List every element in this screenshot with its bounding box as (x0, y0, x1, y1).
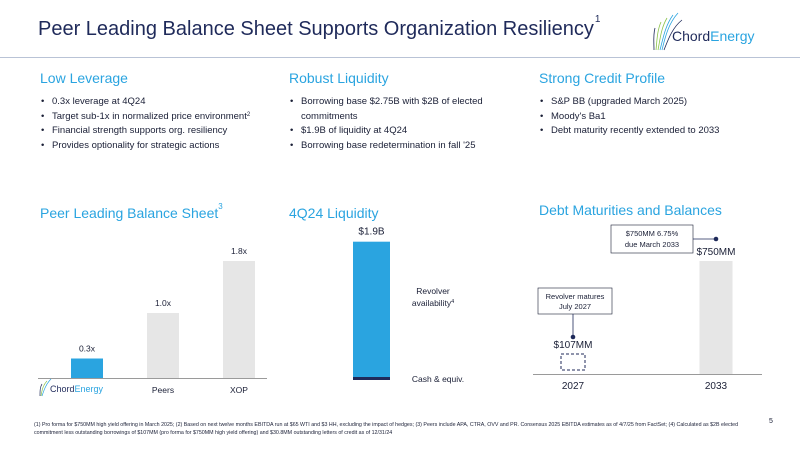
leverage-category-label: XOP (230, 385, 248, 395)
logo-word-chord: Chord (50, 384, 75, 394)
callout-box-2027 (537, 287, 613, 315)
debt-category-label-2027: 2027 (562, 381, 585, 392)
footnote-marker: 4 (451, 299, 454, 305)
callout-2033-line2: due March 2033 (625, 240, 679, 249)
leverage-value-label: 1.0x (155, 298, 172, 308)
page-title: Peer Leading Balance Sheet Supports Orga… (38, 14, 600, 41)
section-heading-robust-liquidity: Robust Liquidity (289, 70, 389, 86)
section-heading-strong-credit-profile: Strong Credit Profile (539, 70, 666, 86)
callout-box-2033 (610, 224, 694, 254)
strong-credit-bullets: S&P BB (upgraded March 2025) Moody's Ba1… (539, 95, 769, 139)
bullet-item: Target sub-1x in normalized price enviro… (40, 110, 270, 125)
leverage-value-label: 1.8x (231, 246, 248, 256)
callout-2027-line2: July 2027 (559, 302, 591, 311)
bullet-item: $1.9B of liquidity at 4Q24 (289, 124, 514, 139)
chart-heading-debt-maturities: Debt Maturities and Balances (539, 202, 722, 218)
debt-value-label-2033: $750MM (697, 247, 736, 258)
chart-heading-liquidity: 4Q24 Liquidity (289, 205, 379, 221)
logo-word-energy: Energy (75, 384, 104, 394)
cash-equivalents-bar (353, 377, 390, 380)
header-divider (0, 57, 800, 58)
callout-2027-line1: Revolver matures (546, 292, 605, 301)
revolver-availability-label: Revolver (416, 286, 450, 296)
bullet-item: Borrowing base $2.75B with $2B of electe… (289, 95, 514, 124)
logo-word-chord: Chord (672, 28, 711, 44)
bullet-item: Provides optionality for strategic actio… (40, 139, 270, 154)
chord-energy-logo-mark (653, 12, 683, 51)
leverage-bar-peers (147, 313, 179, 378)
title-footnote-marker: 1 (594, 14, 601, 25)
logo-word-energy: Energy (710, 28, 755, 44)
chord-energy-category-logo: ChordEnergy (39, 378, 104, 397)
leverage-bar-chord-energy (71, 358, 103, 378)
bullet-item: Debt maturity recently extended to 2033 (539, 124, 769, 139)
page-number: 5 (769, 418, 773, 425)
page-title-text: Peer Leading Balance Sheet Supports Orga… (38, 18, 594, 40)
bullet-item: S&P BB (upgraded March 2025) (539, 95, 769, 110)
liquidity-chart: $1.9B Revolver availability4 Cash & equi… (353, 227, 464, 384)
leverage-category-label: Peers (152, 385, 174, 395)
footnote-marker: 2 (246, 111, 251, 118)
callout-2033-line1: $750MM 6.75% (626, 229, 679, 238)
svg-text:ChordEnergy: ChordEnergy (50, 384, 104, 394)
debt-value-label-2027: $107MM (554, 340, 593, 351)
callout-dot-2033 (713, 236, 719, 242)
liquidity-total-label: $1.9B (358, 227, 384, 238)
bullet-item: 0.3x leverage at 4Q24 (40, 95, 270, 110)
bullet-item: Borrowing base redetermination in fall '… (289, 139, 514, 154)
bullet-item: Moody's Ba1 (539, 110, 769, 125)
revolver-availability-label-line2: availability4 (412, 298, 454, 308)
chord-energy-logo-text: ChordEnergy (672, 28, 755, 44)
debt-bar-2027 (560, 353, 586, 371)
leverage-bar-xop (223, 261, 255, 378)
debt-category-label-2033: 2033 (705, 381, 728, 392)
footnote-marker: 3 (218, 202, 223, 211)
peer-leverage-chart: 0.3x 1.0x 1.8x Peers XOP ChordEnergy (38, 246, 267, 397)
callout-dot-2027 (570, 334, 576, 340)
leverage-value-label: 0.3x (79, 344, 96, 354)
section-heading-low-leverage: Low Leverage (40, 70, 128, 86)
debt-bar-2033 (699, 261, 733, 374)
debt-maturities-chart: $107MM $750MM 2027 2033 $750MM 6.75% due… (533, 224, 762, 392)
chart-heading-peer-balance-sheet: Peer Leading Balance Sheet3 (40, 202, 223, 221)
bullet-item: Financial strength supports org. resilie… (40, 124, 270, 139)
footnotes: (1) Pro forma for $750MM high yield offe… (34, 422, 739, 436)
revolver-availability-bar (353, 241, 390, 377)
cash-equivalents-label: Cash & equiv. (412, 374, 464, 384)
low-leverage-bullets: 0.3x leverage at 4Q24 Target sub-1x in n… (40, 95, 270, 153)
robust-liquidity-bullets: Borrowing base $2.75B with $2B of electe… (289, 95, 514, 153)
